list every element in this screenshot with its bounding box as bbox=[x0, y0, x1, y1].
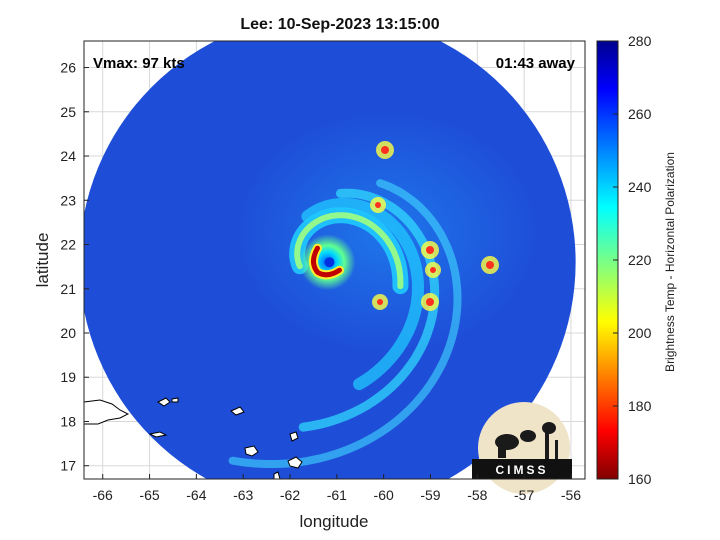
convective-cell-core bbox=[430, 267, 436, 273]
storm-eye bbox=[299, 234, 356, 291]
rainband bbox=[294, 212, 404, 290]
x-tick-label: -66 bbox=[93, 487, 113, 503]
colorbar: 160 180 200 220 240 260 280 Brightness Temp - … bbox=[596, 33, 677, 487]
colorbar-tick-label: 220 bbox=[628, 252, 652, 268]
x-tick-label: -57 bbox=[514, 487, 534, 503]
colorbar-label: Brightness Temp - Horizontal Polarizatio… bbox=[663, 152, 677, 372]
coastline-virgin-islands-2 bbox=[171, 397, 179, 403]
coastline-puerto-rico bbox=[83, 399, 130, 425]
convective-cell-core bbox=[426, 298, 434, 306]
y-tick-label: 23 bbox=[60, 192, 76, 208]
colorbar-tick-label: 160 bbox=[628, 471, 652, 487]
logo-dish-icon bbox=[495, 422, 558, 462]
time-away-annotation: 01:43 away bbox=[496, 55, 576, 72]
coastline-guadeloupe bbox=[287, 456, 303, 469]
y-tick-label: 26 bbox=[60, 60, 76, 76]
y-tick-label: 20 bbox=[60, 325, 76, 341]
y-tick-label: 22 bbox=[60, 237, 76, 253]
cimss-logo: CIMSS bbox=[472, 402, 572, 494]
y-tick-label: 25 bbox=[60, 104, 76, 120]
coastline-st-croix bbox=[148, 431, 168, 438]
x-axis-label: longitude bbox=[299, 512, 368, 531]
plot-frame bbox=[83, 40, 586, 480]
colorbar-tick-label: 260 bbox=[628, 106, 652, 122]
coastline-st-kitts bbox=[244, 445, 259, 457]
convective-cell-core bbox=[486, 261, 494, 269]
eyewall-core bbox=[310, 245, 342, 278]
convective-cell-core bbox=[381, 146, 389, 154]
x-tick-label: -65 bbox=[139, 487, 159, 503]
x-tick-label: -61 bbox=[327, 487, 347, 503]
x-tick-label: -63 bbox=[233, 487, 253, 503]
x-tick-label: -56 bbox=[561, 487, 581, 503]
rainband bbox=[301, 197, 425, 391]
x-tick-label: -60 bbox=[374, 487, 394, 503]
x-tick-label: -59 bbox=[420, 487, 440, 503]
colorbar-ticks: 160 180 200 220 240 260 280 bbox=[613, 33, 652, 487]
chart-title: Lee: 10-Sep-2023 13:15:00 bbox=[240, 16, 439, 33]
eye-center bbox=[324, 257, 335, 268]
colorbar-tick-label: 180 bbox=[628, 398, 652, 414]
rainbands bbox=[228, 112, 538, 468]
y-tick-label: 24 bbox=[60, 148, 76, 164]
x-tick-label: -64 bbox=[186, 487, 206, 503]
colorbar-tick-label: 240 bbox=[628, 179, 652, 195]
y-tick-label: 19 bbox=[60, 369, 76, 385]
brightness-temp-field bbox=[84, 41, 576, 479]
y-axis-label: latitude bbox=[33, 233, 52, 288]
plot-area: Vmax: 97 kts 01:43 away CIMSS -66 -65 -64-… bbox=[60, 40, 586, 503]
coastline-virgin-islands bbox=[157, 397, 171, 407]
y-tick-label: 21 bbox=[60, 281, 76, 297]
convective-cell-core bbox=[377, 299, 383, 305]
x-tick-label: -58 bbox=[467, 487, 487, 503]
convective-cell-core bbox=[426, 246, 434, 254]
x-tick-label: -62 bbox=[280, 487, 300, 503]
colorbar-tick-label: 280 bbox=[628, 33, 652, 49]
coastline-anguilla bbox=[230, 406, 245, 416]
rainband bbox=[228, 179, 462, 468]
coastline-antigua bbox=[289, 431, 299, 442]
convective-cell-core bbox=[375, 202, 381, 208]
logo-banner bbox=[472, 459, 572, 479]
vmax-annotation: Vmax: 97 kts bbox=[93, 55, 185, 72]
axis-ticks: -66 -65 -64 -63 -62 -61 -60 -59 -58 -57 -56 17 18 19 2… bbox=[60, 60, 581, 503]
y-tick-label: 18 bbox=[60, 413, 76, 429]
logo-text: CIMSS bbox=[495, 463, 548, 477]
colorbar-tick-label: 200 bbox=[628, 325, 652, 341]
y-tick-label: 17 bbox=[60, 458, 76, 474]
